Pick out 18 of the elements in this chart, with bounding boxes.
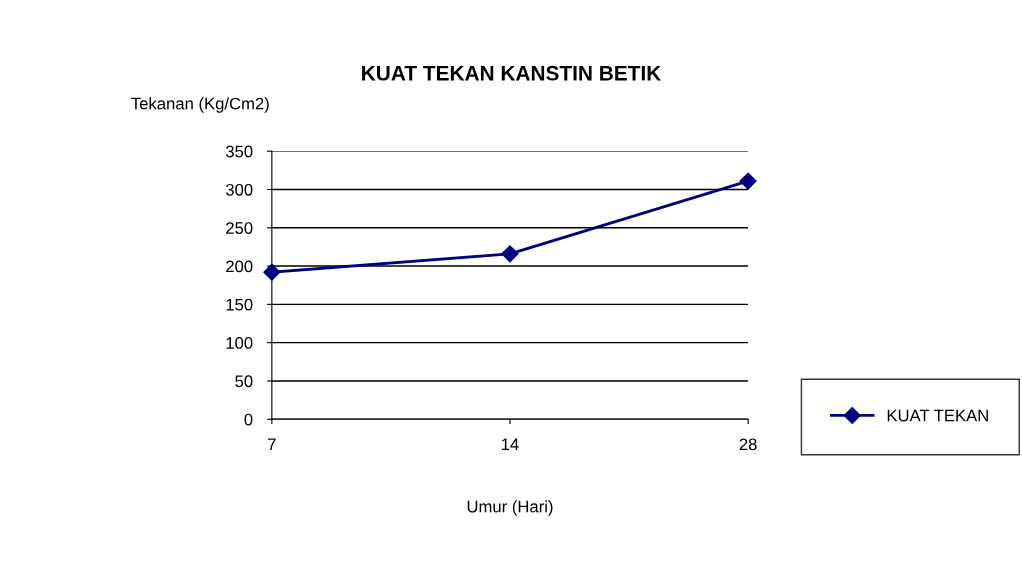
y-tick-label: 0 <box>244 413 253 426</box>
y-axis-title: Tekanan (Kg/Cm2) <box>131 97 269 113</box>
point <box>501 245 519 263</box>
legend-label: KUAT TEKAN <box>887 409 988 422</box>
y-tick-label: 250 <box>226 222 253 234</box>
chart-title: KUAT TEKAN KANSTIN BETIK <box>362 65 662 81</box>
x-tick-label: 7 <box>268 438 276 451</box>
y-tick-label: 50 <box>235 375 253 388</box>
point <box>263 263 281 281</box>
point <box>739 172 757 190</box>
y-tick-label: 100 <box>226 337 253 349</box>
y-tick-label: 300 <box>225 183 253 196</box>
y-tick-label: 150 <box>226 298 253 311</box>
x-axis-title: Umur (Hari) <box>467 500 553 516</box>
x-tick-label: 14 <box>501 438 519 451</box>
y-tick-label: 350 <box>225 145 253 158</box>
y-tick-label: 200 <box>226 260 253 273</box>
x-tick-label: 28 <box>739 438 757 451</box>
